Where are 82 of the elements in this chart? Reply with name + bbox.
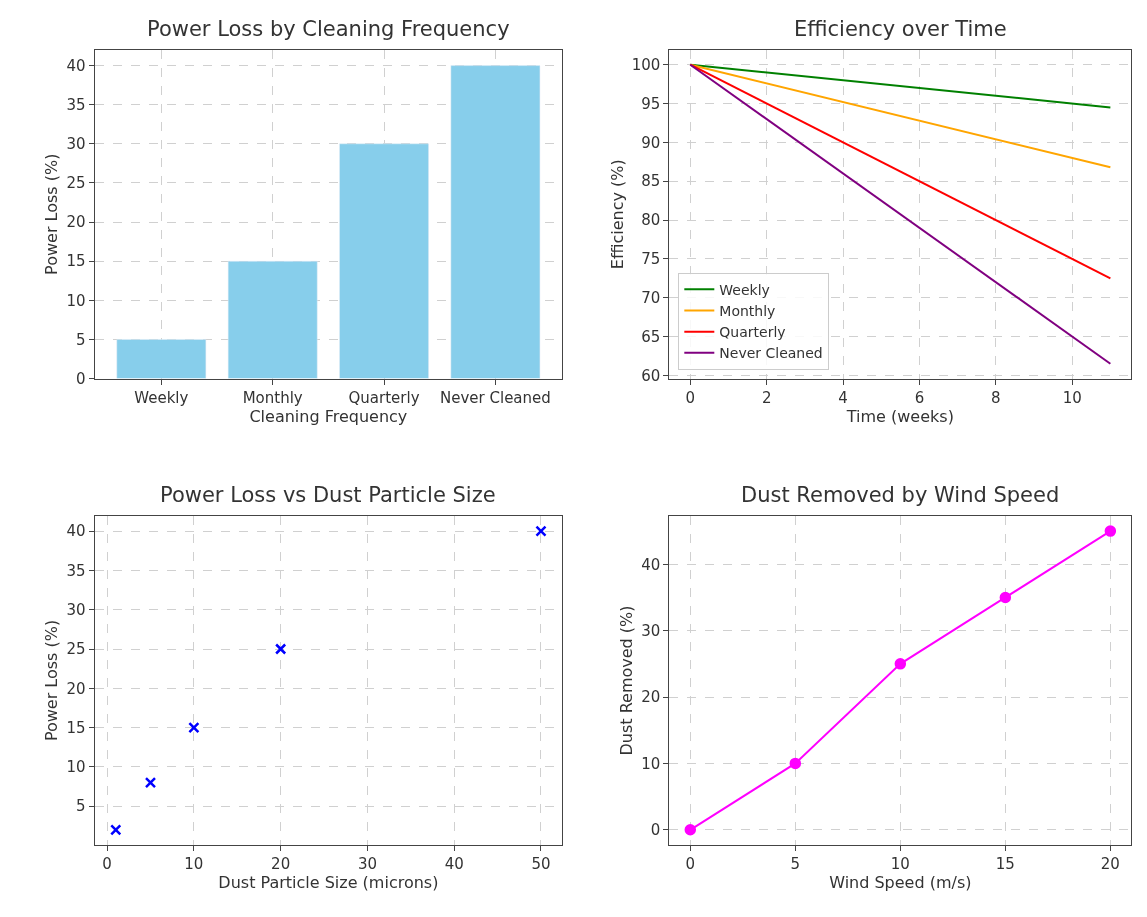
y-tick-label: 65	[641, 327, 661, 346]
y-tick-label: 10	[66, 758, 86, 777]
x-tick-label: 20	[1100, 854, 1120, 873]
y-tick-label: 5	[75, 330, 86, 349]
point	[1104, 525, 1117, 537]
y-tick-label: 100	[631, 55, 661, 74]
chart-title: Power Loss by Cleaning Frequency	[147, 17, 510, 41]
y-tick-label: 80	[641, 211, 661, 230]
legend-label: Never Cleaned	[719, 345, 823, 362]
y-tick-label: 30	[66, 600, 86, 619]
bar	[450, 65, 541, 379]
y-tick-label: 40	[66, 522, 86, 541]
x-tick-label: 6	[914, 388, 925, 407]
y-tick-label: 70	[641, 288, 661, 307]
bar	[227, 260, 318, 379]
y-tick-label: 40	[66, 56, 86, 75]
y-axis-title: Efficiency (%)	[607, 159, 627, 270]
x-tick-label: 10	[890, 854, 910, 873]
bar	[339, 143, 429, 379]
y-tick-label: 0	[75, 369, 86, 388]
x-tick-label: Never Cleaned	[440, 388, 551, 407]
x-tick-label: 20	[271, 854, 291, 873]
y-tick-label: 90	[641, 133, 661, 152]
x-axis-title: Time (weeks)	[845, 406, 954, 426]
x-tick-label: 10	[184, 854, 204, 873]
chart-title: Efficiency over Time	[794, 17, 1007, 41]
x-axis-title: Wind Speed (m/s)	[829, 872, 972, 892]
y-tick-label: 40	[641, 555, 661, 574]
point	[684, 824, 697, 836]
legend-label: Weekly	[719, 281, 770, 298]
y-tick-label: 60	[641, 366, 661, 385]
y-axis-title: Dust Removed (%)	[617, 605, 637, 756]
y-tick-label: 20	[66, 213, 86, 232]
y-tick-label: 10	[66, 291, 86, 310]
x-tick-label: 10	[1062, 388, 1082, 407]
x-tick-label: 2	[761, 388, 772, 407]
point	[894, 658, 907, 670]
y-tick-label: 15	[66, 718, 86, 737]
y-tick-label: 25	[66, 174, 86, 193]
point	[188, 721, 200, 734]
chart-title: Power Loss vs Dust Particle Size	[160, 483, 496, 507]
y-tick-label: 0	[650, 821, 661, 840]
x-tick-label: Weekly	[134, 388, 189, 407]
y-axis-title: Power Loss (%)	[42, 153, 62, 275]
point	[144, 776, 157, 789]
y-tick-label: 35	[66, 95, 86, 114]
x-tick-label: 0	[685, 388, 696, 407]
y-tick-label: 35	[66, 561, 86, 580]
y-tick-label: 25	[66, 640, 86, 659]
point	[789, 757, 802, 770]
y-tick-label: 20	[641, 688, 661, 707]
y-tick-label: 15	[66, 252, 86, 271]
y-tick-label: 95	[641, 94, 661, 113]
y-tick-label: 5	[75, 797, 86, 816]
point	[535, 525, 547, 537]
legend-label: Quarterly	[719, 324, 786, 341]
point	[999, 591, 1012, 604]
x-tick-label: 5	[790, 854, 801, 873]
y-tick-label: 20	[66, 679, 86, 698]
point	[110, 824, 122, 836]
x-tick-label: 30	[357, 854, 377, 873]
x-axis-title: Cleaning Frequency	[249, 406, 408, 426]
y-tick-label: 10	[641, 754, 661, 773]
point	[274, 643, 287, 655]
x-tick-label: 4	[838, 388, 848, 407]
y-tick-label: 30	[66, 135, 86, 154]
y-tick-label: 75	[641, 250, 661, 269]
legend-label: Monthly	[719, 302, 776, 319]
x-tick-label: 0	[102, 854, 112, 873]
chart-title: Dust Removed by Wind Speed	[741, 483, 1060, 507]
x-tick-label: Quarterly	[348, 388, 420, 407]
x-tick-label: 8	[991, 388, 1001, 407]
x-tick-label: 0	[685, 854, 696, 873]
x-axis-title: Dust Particle Size (microns)	[218, 872, 439, 892]
bar	[116, 339, 207, 379]
x-tick-label: 50	[531, 854, 551, 873]
x-tick-label: 15	[995, 854, 1015, 873]
x-tick-label: Monthly	[242, 388, 303, 407]
y-axis-title: Power Loss (%)	[42, 619, 62, 742]
y-tick-label: 85	[641, 172, 661, 191]
y-tick-label: 30	[641, 621, 661, 640]
x-tick-label: 40	[444, 854, 464, 873]
